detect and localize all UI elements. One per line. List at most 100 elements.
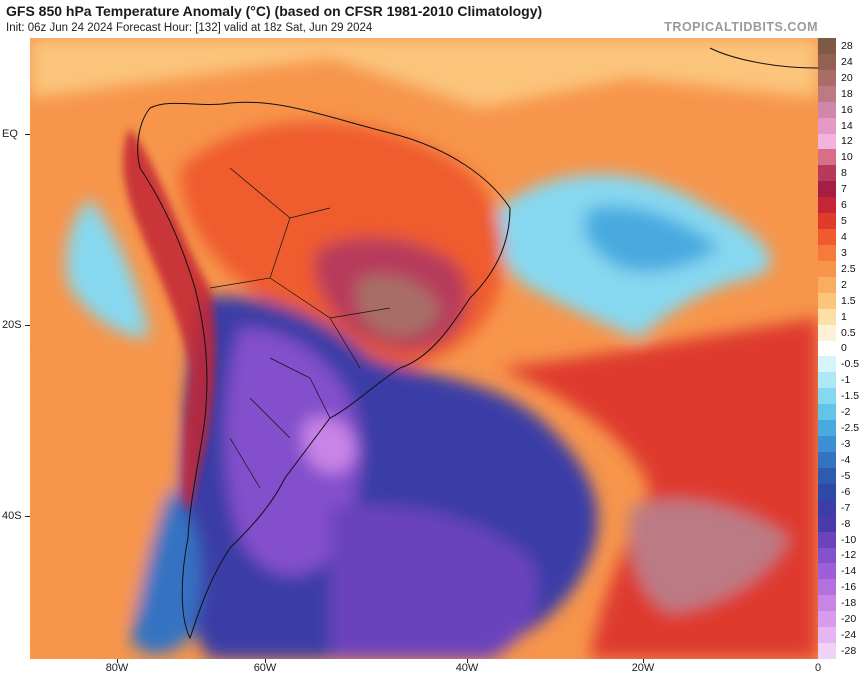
colorbar-label: 1.5 [841,294,856,307]
colorbar-label: -2.5 [841,422,860,435]
colorbar-step: -20 [818,611,864,628]
colorbar-label: -1.5 [841,390,860,403]
colorbar-step: 16 [818,101,864,118]
lat-tick [25,134,30,135]
colorbar-step: -8 [818,515,864,532]
colorbar-label: 1 [841,310,847,323]
colorbar-label: 16 [841,103,853,116]
colorbar-label: -8 [841,517,851,530]
colorbar-swatch [818,101,836,118]
colorbar-step: -12 [818,547,864,564]
colorbar-step: -16 [818,579,864,596]
colorbar-label: -4 [841,453,851,466]
colorbar-swatch [818,467,836,484]
pacific-cool [66,198,150,338]
colorbar-step: -2 [818,404,864,421]
colorbar-step: -7 [818,499,864,516]
colorbar-swatch [818,149,836,166]
brazil-peak [356,274,440,337]
colorbar-label: -3 [841,438,851,451]
colorbar-swatch [818,515,836,532]
colorbar-swatch [818,340,836,357]
anomaly-map [30,38,818,659]
colorbar-swatch [818,117,836,134]
colorbar-step: -1.5 [818,388,864,405]
colorbar-swatch [818,69,836,86]
colorbar-swatch [818,547,836,564]
colorbar-label: -2 [841,406,851,419]
colorbar-label: 12 [841,135,853,148]
colorbar-swatch [818,483,836,500]
colorbar-step: -1 [818,372,864,389]
colorbar-swatch [818,531,836,548]
colorbar-label: -16 [841,581,857,594]
colorbar-label: -14 [841,565,857,578]
colorbar-swatch [818,627,836,644]
lon-tick [265,659,266,663]
north-pale-field [30,38,818,108]
colorbar-step: 14 [818,117,864,134]
lon-label-80w: 80W [105,662,129,674]
lat-tick [25,516,30,517]
colorbar-swatch [818,563,836,580]
colorbar-label: 7 [841,183,847,196]
colorbar-step: 2.5 [818,260,864,277]
colorbar-swatch [818,356,836,373]
colorbar-label: 2.5 [841,262,856,275]
colorbar-swatch [818,643,836,659]
colorbar-label: 6 [841,199,847,212]
colorbar-step: 6 [818,197,864,214]
colorbar-label: 0.5 [841,326,856,339]
lon-tick [643,659,644,663]
colorbar-swatch [818,611,836,628]
country-borders [209,167,391,489]
colorbar-step: 28 [818,38,864,54]
colorbar-swatch [818,260,836,277]
lat-label-eq: EQ [2,128,18,140]
colorbar-label: -1 [841,374,851,387]
colorbar-label: 0 [841,342,847,355]
lat-label-40s: 40S [2,510,22,522]
colorbar-label: 5 [841,215,847,228]
colorbar-step: -0.5 [818,356,864,373]
colorbar-swatch [818,181,836,198]
colorbar-label: 28 [841,39,853,52]
colorbar-step: 1.5 [818,292,864,309]
colorbar-step: 10 [818,149,864,166]
colorbar-swatch [818,499,836,516]
colorbar-step: -2.5 [818,420,864,437]
colorbar-step: -14 [818,563,864,580]
colorbar-legend: 28 24 20 18 16 14 12 10 8 7 6 5 4 3 2.5 2 1.5 1 0.5 0 -0.5 -1… [818,38,864,659]
colorbar-step: -18 [818,595,864,612]
colorbar-step: 7 [818,181,864,198]
coastline [137,101,511,640]
colorbar-label: 18 [841,87,853,100]
lat-tick [25,325,30,326]
colorbar-swatch [818,292,836,309]
colorbar-swatch [818,197,836,214]
atlantic-cool-core [584,205,720,272]
colorbar-swatch [818,372,836,389]
colorbar-label: 8 [841,167,847,180]
colorbar-swatch [818,388,836,405]
colorbar-swatch [818,165,836,182]
brand-watermark[interactable]: TROPICALTIDBITS.COM [664,20,818,34]
colorbar-step: 8 [818,165,864,182]
colorbar-label: -6 [841,485,851,498]
colorbar-swatch [818,133,836,150]
colorbar-swatch [818,420,836,437]
colorbar-swatch [818,404,836,421]
colorbar-label: 3 [841,246,847,259]
colorbar-label: -12 [841,549,857,562]
colorbar-step: -28 [818,643,864,659]
lon-label-40w: 40W [455,662,479,674]
colorbar-swatch [818,85,836,102]
colorbar-label: -0.5 [841,358,860,371]
lat-label-20s: 20S [2,319,22,331]
colorbar-swatch [818,308,836,325]
header: GFS 850 hPa Temperature Anomaly (°C) (ba… [0,0,864,38]
colorbar-swatch [818,38,836,54]
colorbar-step: 0 [818,340,864,357]
map-title: GFS 850 hPa Temperature Anomaly (°C) (ba… [6,3,543,19]
colorbar-step: -4 [818,452,864,468]
